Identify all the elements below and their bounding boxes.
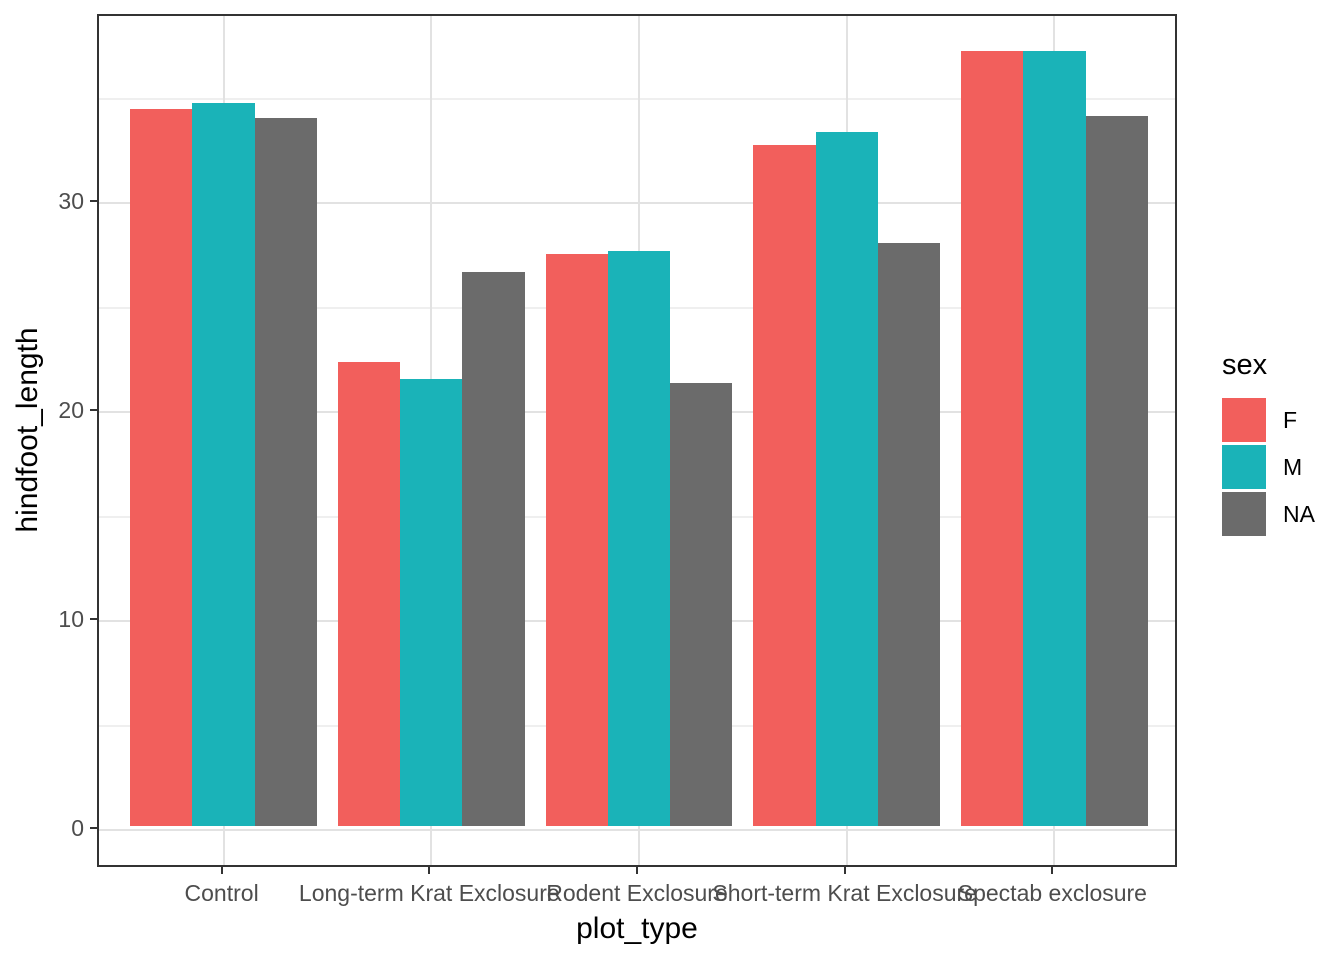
bar-f [337, 362, 401, 827]
legend-swatch-m [1222, 445, 1266, 489]
x-tick-mark [428, 867, 431, 874]
x-tick-mark [636, 867, 638, 874]
bar-na [254, 117, 318, 827]
x-tick-mark [220, 867, 223, 874]
bar-na [877, 243, 941, 827]
x-tick-label: Short-term Krat Exclosure [712, 880, 977, 906]
y-tick-mark [90, 618, 97, 621]
legend-label: F [1283, 406, 1298, 433]
legend-item: NA [1222, 492, 1315, 536]
legend-swatch-na [1222, 492, 1266, 536]
gridline-minor [99, 97, 1175, 100]
legend-title: sex [1222, 349, 1268, 381]
bar-m [400, 378, 463, 827]
x-tick-label: Spectab exclosure [957, 880, 1147, 906]
x-tick-label: Rodent Exclosure [546, 880, 728, 906]
y-tick-label: 30 [58, 188, 84, 215]
plot-panel [97, 14, 1177, 867]
bar-m [607, 251, 671, 827]
bar-f [545, 253, 608, 827]
y-tick-mark [90, 200, 97, 203]
bar-m [192, 103, 255, 827]
legend-items: F M NA [1222, 398, 1315, 536]
bar-na [1085, 115, 1148, 827]
legend-item: M [1222, 445, 1315, 489]
bar-f [960, 50, 1024, 827]
legend-swatch-f [1222, 398, 1266, 442]
legend-label: NA [1283, 500, 1315, 527]
x-tick-mark [1051, 867, 1054, 874]
bar-m [1023, 50, 1086, 827]
bar-f [130, 109, 193, 827]
bar-m [815, 132, 878, 827]
x-tick-mark [843, 867, 846, 874]
legend-item: F [1222, 398, 1315, 442]
bar-f [753, 144, 816, 827]
gridline-major [99, 202, 1175, 205]
y-tick-label: 10 [58, 606, 84, 633]
bar-na [462, 272, 525, 827]
y-tick-mark [90, 827, 97, 830]
legend-label: M [1283, 453, 1303, 480]
y-axis-title: hindfoot_length [11, 327, 44, 533]
y-tick-mark [90, 409, 97, 412]
x-tick-label: Long-term Krat Exclosure [298, 880, 560, 906]
x-axis-title: plot_type [576, 912, 698, 945]
gridline-major [99, 829, 1175, 832]
bar-na [670, 383, 733, 827]
legend: sex F M NA [1222, 349, 1315, 539]
x-tick-label: Control [184, 880, 259, 906]
y-tick-label: 20 [58, 397, 84, 424]
y-tick-label: 0 [71, 815, 84, 842]
